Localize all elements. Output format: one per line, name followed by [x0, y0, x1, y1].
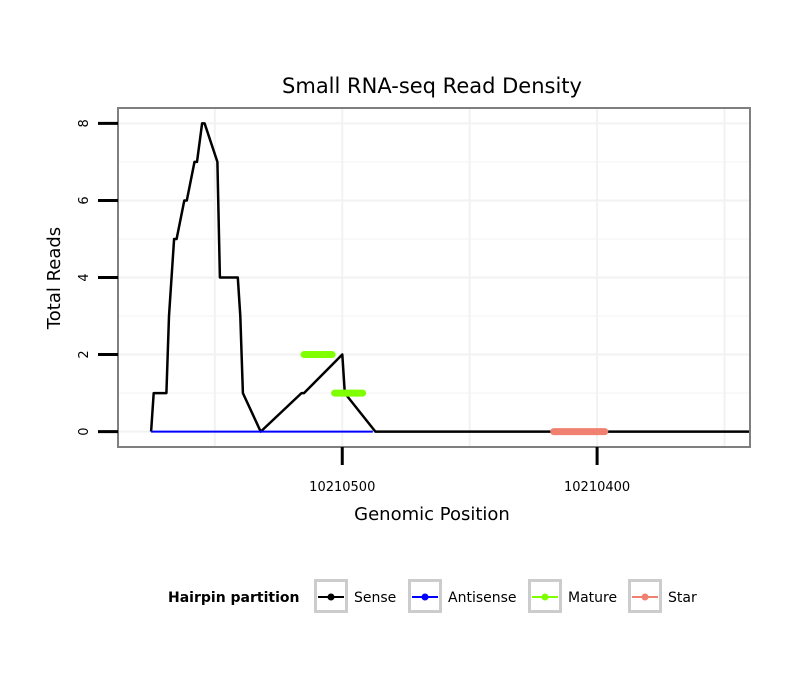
series-layer — [149, 122, 750, 436]
y-axis-title: Total Reads — [44, 227, 65, 330]
grid — [118, 108, 750, 447]
legend-key-point — [641, 593, 649, 601]
legend-item-star: Star — [628, 579, 697, 613]
legend: Hairpin partition Sense Antisense Mature Sta… — [168, 579, 697, 613]
legend-label: Star — [668, 590, 697, 606]
y-tick-label: 8 — [77, 119, 92, 127]
legend-key-point — [541, 593, 549, 601]
legend-label: Sense — [354, 590, 396, 606]
chart-title: Small RNA-seq Read Density — [282, 74, 582, 98]
legend-label: Antisense — [448, 590, 517, 606]
legend-item-mature: Mature — [528, 579, 617, 613]
x-tick-label: 10210500 — [309, 480, 375, 495]
legend-label: Mature — [568, 590, 617, 606]
axes: 0 2 4 6 8 10210500 10210400 — [77, 119, 630, 495]
y-tick-label: 4 — [77, 273, 92, 281]
y-tick-label: 0 — [77, 427, 92, 435]
legend-item-sense: Sense — [314, 579, 396, 613]
legend-key-point — [327, 593, 335, 601]
legend-key-point — [421, 593, 429, 601]
y-tick-label: 2 — [77, 350, 92, 358]
x-tick-label: 10210400 — [564, 480, 630, 495]
series-sense-line — [149, 122, 750, 433]
y-tick-label: 6 — [77, 196, 92, 204]
x-axis-title: Genomic Position — [354, 504, 510, 525]
legend-item-antisense: Antisense — [408, 579, 517, 613]
legend-title: Hairpin partition — [168, 590, 299, 606]
